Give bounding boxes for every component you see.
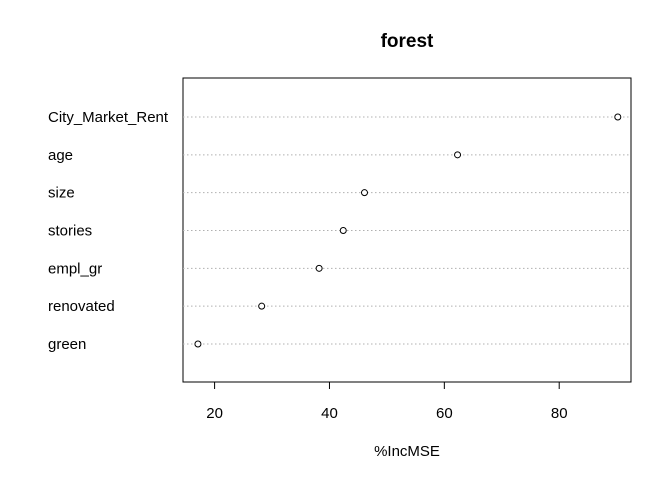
category-label: size xyxy=(48,185,75,202)
grid-layer xyxy=(183,116,631,345)
category-label: age xyxy=(48,147,73,164)
data-point xyxy=(258,302,266,310)
data-point xyxy=(454,151,462,159)
data-point xyxy=(194,340,202,348)
chart-title: forest xyxy=(381,31,434,52)
x-tick-label: 20 xyxy=(206,405,223,422)
x-axis-label: %IncMSE xyxy=(374,443,440,460)
category-label: stories xyxy=(48,223,92,240)
data-point xyxy=(614,113,622,121)
data-point xyxy=(360,189,368,197)
data-point xyxy=(339,227,347,234)
category-label: empl_gr xyxy=(48,260,102,277)
x-axis: 20 40 60 80 xyxy=(206,381,568,422)
points-layer xyxy=(194,113,622,348)
x-tick-label: 60 xyxy=(436,405,453,422)
category-label: City_Market_Rent xyxy=(48,109,169,126)
x-tick-label: 40 xyxy=(321,405,338,422)
data-point xyxy=(315,264,323,272)
category-label: green xyxy=(48,336,86,353)
category-label: renovated xyxy=(48,298,115,315)
x-tick-label: 80 xyxy=(551,405,568,422)
